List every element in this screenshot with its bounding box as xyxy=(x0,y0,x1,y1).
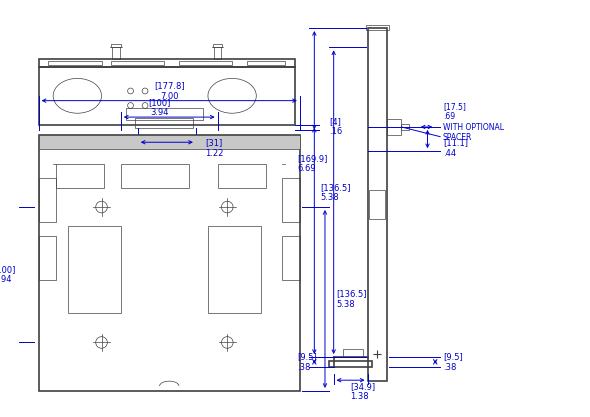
Bar xyxy=(48,60,101,65)
Bar xyxy=(343,349,363,357)
Bar xyxy=(111,44,121,48)
Text: [100]
3.94: [100] 3.94 xyxy=(148,98,171,117)
Bar xyxy=(329,361,372,367)
Bar xyxy=(39,135,300,149)
Bar xyxy=(387,119,401,135)
Bar xyxy=(369,190,385,219)
Bar xyxy=(111,60,165,65)
Bar xyxy=(213,44,222,48)
Bar xyxy=(283,236,300,279)
Text: [31]
1.22: [31] 1.22 xyxy=(205,138,224,158)
Bar xyxy=(283,178,300,221)
Bar xyxy=(218,163,266,188)
Bar xyxy=(39,135,300,391)
Bar xyxy=(135,118,194,128)
Bar xyxy=(39,178,56,221)
Text: [4]
.16: [4] .16 xyxy=(329,117,342,136)
Text: [17.5]
.69
WITH OPTIONAL
SPACER: [17.5] .69 WITH OPTIONAL SPACER xyxy=(443,102,504,142)
Bar xyxy=(126,108,203,120)
Bar xyxy=(368,28,387,381)
Bar xyxy=(121,163,189,188)
Text: [9.5]
.38: [9.5] .38 xyxy=(443,352,463,372)
Bar xyxy=(39,67,295,125)
Bar xyxy=(39,236,56,279)
Bar xyxy=(208,226,261,314)
Bar xyxy=(56,163,104,188)
Bar xyxy=(179,60,232,65)
Bar xyxy=(68,226,121,314)
Text: [34.9]
1.38: [34.9] 1.38 xyxy=(350,382,375,402)
Text: [169.9]
6.69: [169.9] 6.69 xyxy=(297,154,327,173)
Bar xyxy=(247,60,286,65)
Text: [9.5]
.38: [9.5] .38 xyxy=(297,352,317,372)
Text: [136.5]
5.38: [136.5] 5.38 xyxy=(320,183,350,202)
Text: [136.5]
5.38: [136.5] 5.38 xyxy=(336,289,367,309)
Bar xyxy=(366,25,389,30)
Text: [11.1]
.44: [11.1] .44 xyxy=(443,138,468,158)
Text: [100]
3.94: [100] 3.94 xyxy=(0,265,15,284)
Text: [177.8]
7.00: [177.8] 7.00 xyxy=(154,81,185,100)
Bar xyxy=(39,59,295,67)
Bar xyxy=(401,124,409,130)
